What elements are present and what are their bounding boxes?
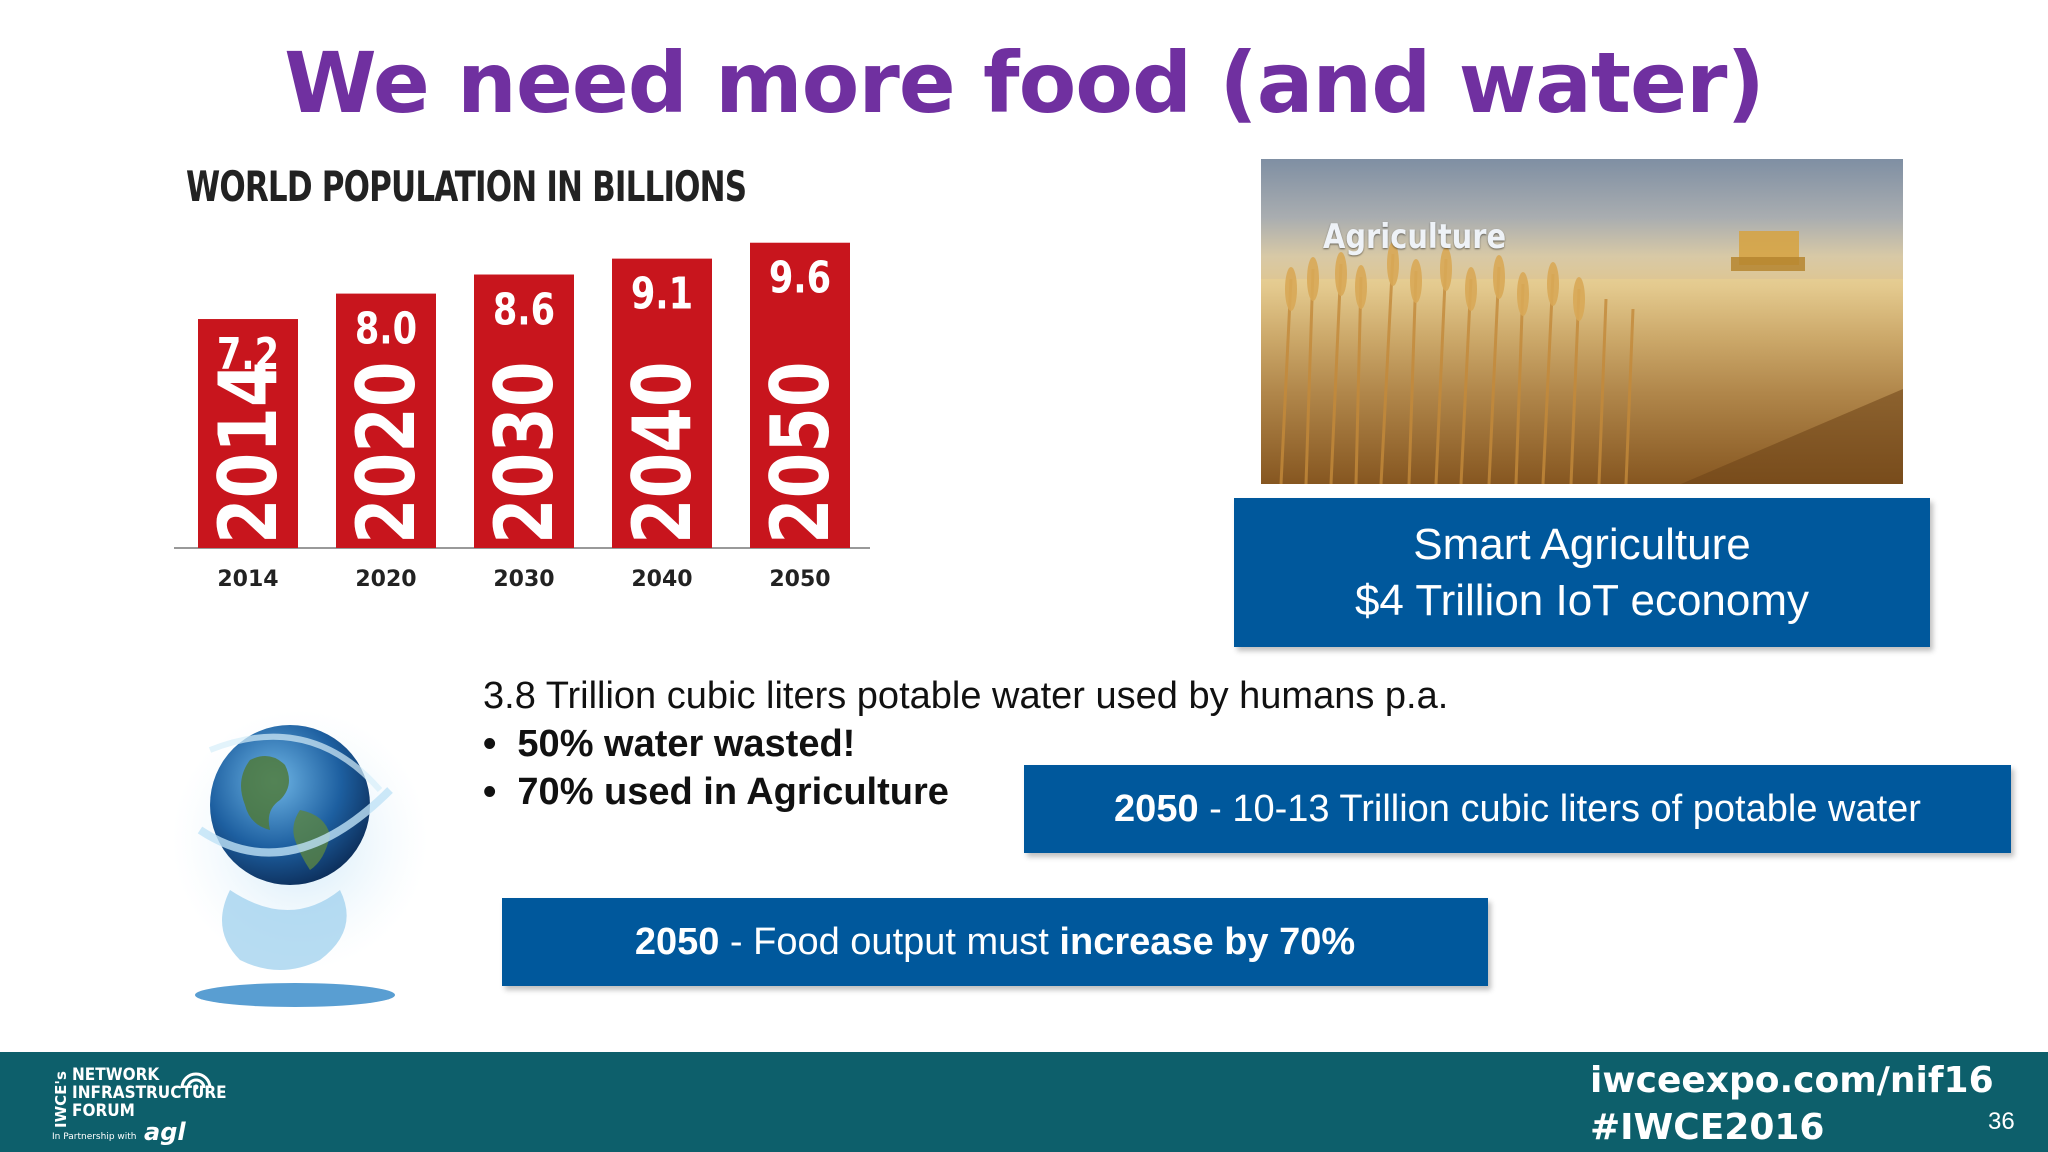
smart-agriculture-box: Smart Agriculture $4 Trillion IoT econom… [1234,498,1930,647]
bar-value-label: 9.6 [769,253,831,304]
slide-title: We need more food (and water) [284,34,1765,132]
food-2050-box: 2050 - Food output must increase by 70% [502,898,1488,986]
water-usage-text: 3.8 Trillion cubic liters potable water … [483,672,1448,816]
partner-text: In Partnership with [52,1132,137,1142]
water-globe-image [172,710,428,1007]
water-headline: 3.8 Trillion cubic liters potable water … [483,675,1449,717]
smart-agriculture-line1: Smart Agriculture [1413,519,1751,569]
event-url[interactable]: iwceexpo.com/nif16 [1590,1060,1994,1101]
bar-value-label: 8.6 [493,285,555,336]
bar-2014 [198,319,298,548]
bar-year-label: 2020 [341,361,434,544]
x-tick-label: 2050 [769,567,830,592]
signal-waves-icon [180,1072,212,1090]
water-2050-text: - 10-13 Trillion cubic liters of potable… [1198,787,1921,830]
bar-year-label: 2030 [479,361,572,544]
combine-harvester-icon [1731,231,1805,271]
bar-year-label: 2014 [203,361,296,544]
bar-2050 [750,242,850,548]
bar-2020 [336,293,436,548]
smart-agriculture-line2: $4 Trillion IoT economy [1354,575,1810,625]
wheat-field-image [1261,231,1903,484]
x-tick-label: 2030 [493,567,554,592]
agl-logo: agl [144,1118,186,1146]
food-2050-year: 2050 [634,920,720,963]
bar-value-label: 8.0 [355,304,417,355]
water-bullet-agriculture-text: 70% used in Agriculture [517,771,949,813]
population-bar-chart: 7.2201420148.0202020208.6203020309.12040… [174,242,870,592]
slide-footer: IWCE's NETWORK INFRASTRUCTURE FORUM In P… [0,1052,2048,1152]
logo-prefix: IWCE's [52,1071,70,1128]
food-2050-emphasis: increase by 70% [1059,920,1356,963]
water-2050-box: 2050 - 10-13 Trillion cubic liters of po… [1024,765,2011,853]
logo-line-2: INFRASTRUCTURE [72,1083,227,1103]
food-2050-text: - Food output must [719,920,1060,963]
water-bullet-wasted: • 50% water wasted! [483,723,856,765]
agriculture-photo: Agriculture [1261,159,1903,484]
logo-line-3: FORUM [72,1101,135,1121]
event-hashtag: #IWCE2016 [1590,1107,1825,1148]
x-tick-label: 2014 [217,567,278,592]
bar-2040 [612,258,712,548]
bar-2030 [474,274,574,548]
bar-value-label: 7.2 [217,329,279,380]
photo-label: Agriculture [1323,217,1507,257]
x-tick-label: 2020 [355,567,416,592]
chart-title: WORLD POPULATION IN BILLIONS [186,162,747,211]
bar-year-label: 2040 [617,361,710,544]
bar-year-label: 2050 [755,361,848,544]
water-2050-year: 2050 [1114,787,1199,830]
water-bullet-agriculture: • 70% used in Agriculture [483,771,949,813]
x-tick-label: 2040 [631,567,692,592]
page-number: 36 [1988,1108,2015,1135]
water-bullet-wasted-text: 50% water wasted! [517,723,856,765]
logo-prefix-vertical: IWCE's [52,1066,70,1138]
bar-value-label: 9.1 [631,269,693,320]
footer-links: iwceexpo.com/nif16 #IWCE2016 [1590,1057,1994,1151]
logo-line-1: NETWORK [72,1065,160,1085]
